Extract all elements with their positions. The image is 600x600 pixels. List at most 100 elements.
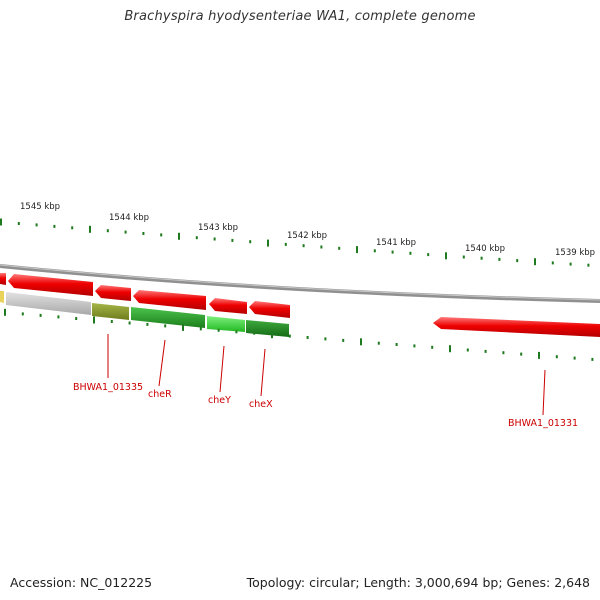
outer-scale-ticks [0, 218, 590, 267]
scale-tick [555, 355, 558, 359]
scale-tick [484, 349, 487, 353]
scale-tick [17, 222, 20, 225]
gene-block [6, 292, 91, 315]
scale-tick [551, 261, 554, 265]
scale-labels: 1545 kbp 1544 kbp 1543 kbp 1542 kbp 1541… [20, 202, 595, 258]
gene-label-chey: cheY [208, 395, 231, 406]
scale-tick [449, 345, 451, 353]
scale-tick [445, 252, 447, 260]
scale-tick [271, 331, 273, 339]
scale-tick [502, 351, 505, 355]
scale-tick [373, 249, 376, 253]
scale-tick [195, 236, 198, 240]
scale-label: 1540 kbp [465, 244, 505, 254]
scale-tick [53, 224, 56, 228]
scale-tick [391, 250, 394, 254]
scale-tick [427, 253, 430, 257]
scale-tick [21, 312, 24, 316]
gene-arrow [249, 301, 290, 318]
scale-tick [284, 242, 287, 246]
scale-tick [89, 225, 91, 233]
scale-tick [235, 330, 238, 334]
scale-label: 1539 kbp [555, 248, 595, 258]
scale-tick [128, 321, 131, 325]
gene-arrow [0, 273, 6, 285]
scale-tick [573, 356, 576, 360]
scale-tick [324, 337, 327, 341]
scale-tick [231, 238, 234, 242]
scale-tick [320, 245, 323, 249]
scale-tick [409, 251, 412, 255]
gene-block-cher [131, 307, 205, 328]
scale-tick [431, 345, 434, 349]
scale-tick [213, 237, 216, 241]
accession-text: Accession: NC_012225 [10, 575, 153, 590]
scale-tick [178, 232, 180, 240]
gene-label-cher: cheR [148, 389, 172, 400]
scale-tick [217, 328, 220, 332]
scale-label: 1543 kbp [198, 223, 238, 233]
scale-tick [182, 323, 184, 331]
scale-tick [538, 351, 540, 359]
scale-tick [591, 357, 594, 361]
scale-tick [0, 218, 2, 226]
forward-strand-genes [0, 273, 600, 337]
gene-label-bhwa1-01335: BHWA1_01335 [73, 382, 143, 393]
scale-tick [93, 316, 95, 324]
scale-tick [75, 317, 78, 320]
scale-tick [35, 223, 38, 227]
scale-tick [110, 320, 113, 323]
scale-tick [462, 255, 465, 259]
label-leaders [107, 334, 546, 416]
scale-tick [253, 331, 256, 335]
scale-tick [267, 239, 269, 247]
genome-summary-text: Topology: circular; Length: 3,000,694 bp… [246, 575, 590, 590]
gene-arrow-bhwa1-01331 [433, 317, 600, 337]
scale-tick [306, 336, 309, 339]
genome-backbone [0, 264, 600, 303]
scale-tick [302, 244, 305, 248]
scale-tick [466, 348, 469, 352]
gene-label-chex: cheX [249, 399, 273, 410]
gene-arrow [209, 298, 247, 314]
scale-tick [360, 338, 362, 346]
map-title: Brachyspira hyodysenteriae WA1, complete… [124, 9, 476, 24]
scale-tick [199, 327, 202, 331]
scale-tick [39, 313, 42, 317]
gene-block-bhwa1-01335 [92, 303, 129, 320]
scale-tick [534, 258, 536, 266]
gene-arrow [8, 274, 93, 296]
scale-label: 1542 kbp [287, 231, 327, 241]
scale-tick [142, 232, 145, 235]
scale-tick [57, 315, 60, 319]
reverse-strand-genes [0, 291, 289, 337]
scale-label: 1541 kbp [376, 238, 416, 248]
scale-tick [160, 233, 163, 237]
scale-tick [124, 230, 127, 234]
scale-tick [71, 226, 74, 230]
scale-tick [106, 229, 109, 233]
scale-label: 1544 kbp [109, 213, 149, 223]
scale-tick [288, 334, 291, 338]
inner-scale-ticks [4, 308, 594, 361]
scale-tick [395, 343, 398, 346]
scale-tick [338, 246, 341, 250]
scale-tick [498, 257, 501, 261]
scale-tick [4, 308, 6, 316]
scale-tick [516, 259, 519, 263]
gene-block [0, 291, 4, 303]
scale-tick [146, 322, 149, 326]
scale-tick [377, 341, 380, 345]
gene-label-bhwa1-01331: BHWA1_01331 [508, 418, 578, 429]
scale-tick [520, 352, 523, 356]
scale-label: 1545 kbp [20, 202, 60, 212]
scale-tick [480, 256, 483, 260]
scale-tick [249, 240, 252, 244]
gene-arrow [95, 285, 131, 301]
scale-tick [569, 262, 572, 266]
gene-block-chey [207, 316, 245, 332]
gene-labels: BHWA1_01335 cheR cheY cheX BHWA1_01331 [73, 382, 578, 429]
scale-tick [587, 263, 590, 267]
gene-arrow [133, 290, 206, 310]
